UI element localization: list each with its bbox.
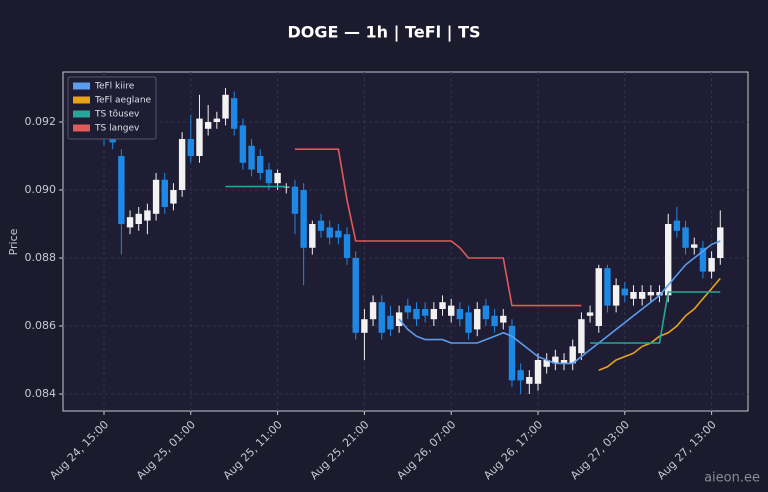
candle-body bbox=[326, 227, 333, 238]
candle-body bbox=[187, 138, 194, 156]
candle-body bbox=[378, 302, 385, 333]
candle-body bbox=[118, 155, 125, 224]
candle-body bbox=[352, 257, 359, 333]
candle-body bbox=[248, 145, 255, 170]
candle-body bbox=[178, 138, 186, 190]
series-line bbox=[590, 291, 721, 344]
legend-label: TeFl kiire bbox=[94, 82, 135, 92]
candle-body bbox=[508, 325, 516, 381]
candle-body bbox=[196, 118, 203, 156]
candle-body bbox=[526, 376, 533, 384]
y-tick-label: 0.092 bbox=[25, 115, 57, 128]
candle-body bbox=[552, 356, 559, 364]
candle-body bbox=[430, 308, 438, 320]
candle-body bbox=[300, 189, 307, 248]
candle-body bbox=[604, 268, 611, 306]
legend-swatch bbox=[73, 82, 90, 90]
y-tick-label: 0.088 bbox=[25, 251, 57, 264]
candle-body bbox=[534, 359, 542, 384]
candle-body bbox=[239, 125, 247, 163]
candle-body bbox=[595, 268, 602, 326]
candle-body bbox=[204, 121, 212, 129]
legend-label: TS langev bbox=[94, 124, 140, 134]
candle-body bbox=[152, 179, 160, 214]
candle-body bbox=[612, 285, 620, 306]
candle-body bbox=[699, 247, 707, 272]
candle-body bbox=[404, 305, 411, 313]
candle-body bbox=[135, 213, 142, 224]
candle-body bbox=[630, 291, 637, 299]
y-axis-label: Price bbox=[7, 228, 20, 255]
legend-label: TeFl aeglane bbox=[94, 96, 152, 106]
candle-body bbox=[491, 315, 498, 326]
candle-body bbox=[665, 223, 672, 296]
candle-body bbox=[213, 118, 221, 122]
candle-body bbox=[291, 186, 299, 214]
candle-body bbox=[361, 319, 368, 333]
candle-body bbox=[578, 319, 585, 354]
candle-body bbox=[274, 172, 281, 184]
candle-body bbox=[439, 302, 446, 309]
y-tick-label: 0.084 bbox=[25, 387, 57, 400]
candle-body bbox=[482, 305, 490, 320]
candle-body bbox=[257, 155, 264, 173]
series-line bbox=[294, 148, 582, 307]
candle-body bbox=[413, 308, 420, 320]
candle-body bbox=[560, 359, 568, 364]
candle-body bbox=[656, 291, 663, 296]
candle-body bbox=[170, 189, 177, 204]
candle-body bbox=[500, 315, 507, 323]
candle-body bbox=[647, 291, 655, 296]
y-tick-label: 0.090 bbox=[25, 183, 57, 196]
candle-body bbox=[343, 234, 351, 258]
candle-body bbox=[369, 302, 377, 320]
candle-body bbox=[144, 210, 151, 221]
candle-body bbox=[335, 230, 342, 238]
legend-label: TS tõusev bbox=[94, 110, 140, 120]
candle-body bbox=[309, 223, 316, 248]
legend-box bbox=[67, 76, 157, 140]
candle-body bbox=[265, 169, 273, 184]
series-line bbox=[598, 277, 721, 371]
candle-body bbox=[317, 220, 325, 231]
candle-body bbox=[708, 257, 715, 272]
legend-swatch bbox=[73, 124, 90, 132]
series-line bbox=[398, 240, 721, 365]
candle-body bbox=[621, 288, 628, 296]
candle-body bbox=[474, 308, 481, 330]
legend-swatch bbox=[73, 96, 90, 104]
candle-body bbox=[517, 370, 524, 381]
candle-body bbox=[456, 308, 464, 320]
candle-body bbox=[161, 179, 168, 207]
candle-body bbox=[717, 227, 724, 258]
candle-body bbox=[543, 359, 550, 367]
candle-body bbox=[638, 291, 646, 299]
candle-body bbox=[586, 312, 594, 316]
legend-swatch bbox=[73, 110, 90, 118]
candle-body bbox=[421, 308, 429, 316]
candle-body bbox=[448, 305, 455, 316]
candle-body bbox=[673, 220, 681, 231]
candle-body bbox=[569, 346, 576, 364]
watermark: aieon.ee bbox=[704, 471, 760, 486]
chart-title: DOGE — 1h | TeFl | TS bbox=[287, 23, 480, 43]
candle-body bbox=[387, 315, 394, 330]
candle-body bbox=[126, 217, 134, 228]
legend: TeFl kiire TeFl aeglane TS tõusev TS langev bbox=[67, 76, 157, 140]
y-tick-label: 0.086 bbox=[25, 319, 57, 332]
candle-body bbox=[691, 244, 698, 248]
candle-body bbox=[682, 227, 689, 248]
candle-body bbox=[222, 94, 229, 119]
candle-body bbox=[231, 98, 238, 129]
candle-body bbox=[465, 312, 472, 333]
